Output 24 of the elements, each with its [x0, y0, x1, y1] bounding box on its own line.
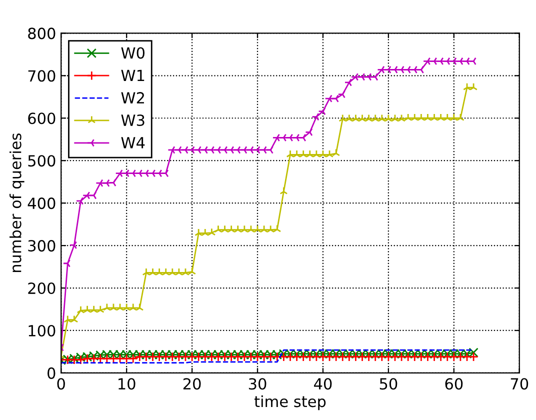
x-tick-label: 30 [248, 378, 266, 390]
x-tick-label: 50 [380, 378, 398, 390]
legend-label: W1 [121, 70, 144, 81]
y-tick-label: 500 [28, 155, 56, 167]
x-tick-label: 70 [510, 378, 528, 390]
y-tick-label: 700 [28, 70, 56, 82]
legend-label: W2 [121, 92, 144, 104]
x-tick-label: 40 [314, 378, 332, 390]
y-tick-label: 800 [28, 28, 56, 40]
x-tick-label: 0 [57, 378, 65, 390]
y-tick-label: 0 [48, 367, 56, 379]
legend-label: W4 [121, 137, 145, 148]
y-axis-title: number of queries [10, 133, 24, 272]
legend-label: W3 [121, 114, 144, 126]
legend-label: W0 [121, 47, 144, 59]
y-tick-label: 400 [28, 198, 56, 210]
x-tick-label: 20 [183, 378, 201, 390]
y-tick-label: 200 [28, 282, 56, 294]
y-tick-label: 600 [28, 112, 56, 124]
x-axis-title: time step [254, 395, 326, 410]
y-tick-label: 100 [28, 324, 56, 337]
x-tick-label: 10 [118, 378, 136, 390]
y-tick-label: 300 [28, 240, 56, 252]
x-tick-label: 60 [445, 378, 463, 390]
